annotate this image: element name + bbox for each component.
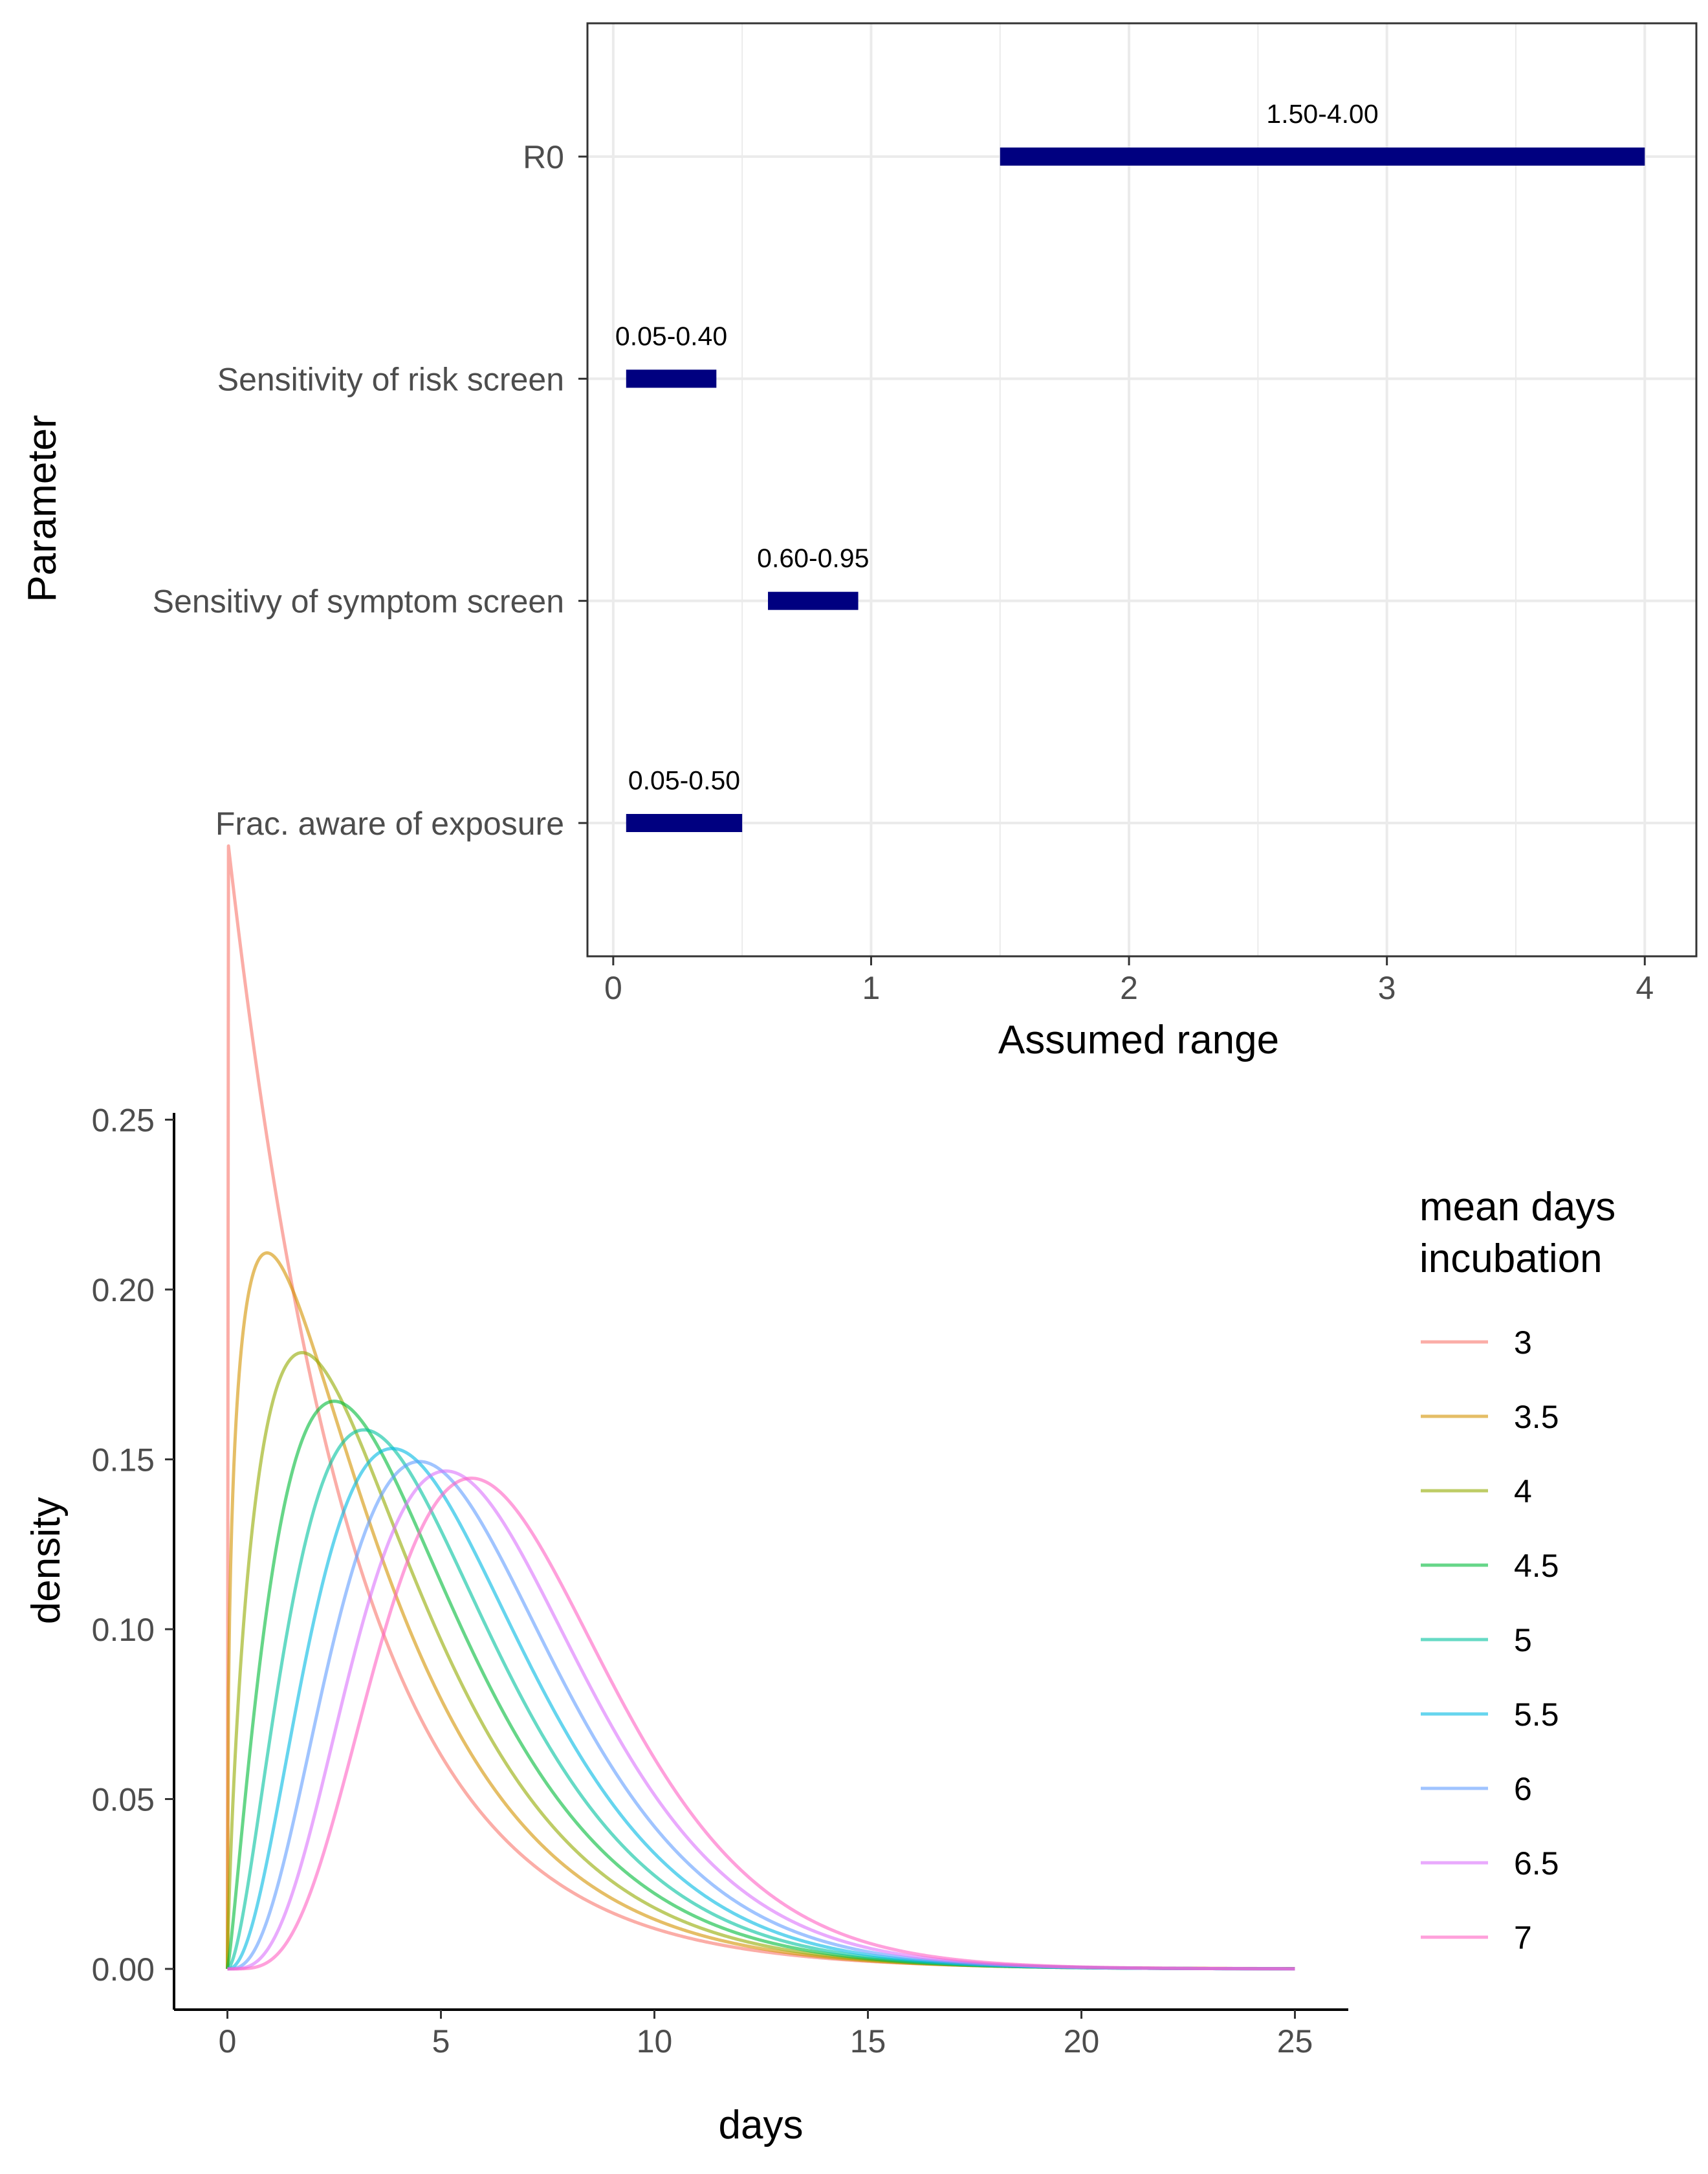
legend-label: 7 xyxy=(1514,1920,1532,1956)
bottom-x-tick-label: 10 xyxy=(637,2023,673,2059)
bottom-y-tick-label: 0.20 xyxy=(92,1272,155,1308)
top-y-tick-label: R0 xyxy=(523,139,564,175)
density-curve-6 xyxy=(226,1460,1296,1971)
bottom-x-tick-label: 5 xyxy=(432,2023,450,2059)
range-bar xyxy=(626,369,717,388)
density-curve-6-5 xyxy=(226,1469,1296,1971)
range-bar-label: 0.60-0.95 xyxy=(757,544,869,573)
top-x-tick-label: 0 xyxy=(604,970,622,1006)
top-panel-border xyxy=(586,22,1698,958)
bottom-y-tick-label: 0.05 xyxy=(92,1782,155,1818)
bottom-x-axis: 0 5 10 15 20 25 xyxy=(219,2010,1313,2059)
density-curve-3-5 xyxy=(226,1251,1296,1971)
incubation-density-chart: 0.000.050.100.150.200.25 0 5 10 15 20 25 days… xyxy=(24,844,1615,2147)
parameter-range-chart: 1.50-4.00 0.05-0.40 0.60-0.95 0.05-0.50 R0 S… xyxy=(20,22,1698,1062)
bottom-y-tick-label: 0.15 xyxy=(92,1442,155,1478)
bottom-x-tick-label: 25 xyxy=(1277,2023,1313,2059)
top-x-axis: 0 1 2 3 4 xyxy=(604,956,1654,1006)
range-bar-label: 0.05-0.50 xyxy=(628,765,740,795)
bottom-x-tick-label: 0 xyxy=(219,2023,237,2059)
density-curve-3 xyxy=(226,844,1296,1971)
legend-items: 3 3.5 4 4.5 5 5.5 6 6.5 7 xyxy=(1421,1324,1559,1956)
bottom-x-tick-label: 20 xyxy=(1064,2023,1100,2059)
range-bar xyxy=(1000,148,1645,166)
legend-label: 6.5 xyxy=(1514,1845,1559,1882)
range-bar-label: 1.50-4.00 xyxy=(1266,99,1378,129)
top-y-tick-label: Frac. aware of exposure xyxy=(215,806,564,842)
legend-label: 3.5 xyxy=(1514,1399,1559,1435)
bottom-x-tick-label: 15 xyxy=(850,2023,886,2059)
legend-title-line-2: incubation xyxy=(1419,1236,1603,1281)
range-bar-label: 0.05-0.40 xyxy=(615,321,727,351)
legend-title-line-1: mean days xyxy=(1419,1185,1615,1229)
legend-label: 4.5 xyxy=(1514,1548,1559,1584)
density-curve-5-5 xyxy=(226,1447,1296,1971)
top-x-tick-label: 1 xyxy=(862,970,881,1006)
range-bar xyxy=(626,814,743,832)
range-bar xyxy=(768,591,859,610)
legend-label: 4 xyxy=(1514,1473,1532,1510)
density-curve-7 xyxy=(226,1477,1296,1971)
top-x-tick-label: 3 xyxy=(1378,970,1396,1006)
bottom-y-axis-title: density xyxy=(24,1497,69,1624)
bottom-y-tick-label: 0.00 xyxy=(92,1951,155,1988)
top-x-axis-title: Assumed range xyxy=(998,1018,1279,1062)
top-y-tick-label: Sensitivity of risk screen xyxy=(217,361,564,397)
bottom-y-tick-label: 0.25 xyxy=(92,1103,155,1139)
legend: mean days incubation 3 3.5 4 4.5 5 5.5 6 6.5 7 xyxy=(1419,1185,1615,1956)
top-y-axis: R0 Sensitivity of risk screen Sensitivy of… xyxy=(153,139,587,842)
legend-label: 6 xyxy=(1514,1771,1532,1807)
top-bars: 1.50-4.00 0.05-0.40 0.60-0.95 0.05-0.50 xyxy=(615,99,1645,832)
bottom-y-tick-label: 0.10 xyxy=(92,1612,155,1648)
top-x-tick-label: 4 xyxy=(1636,970,1654,1006)
bottom-x-axis-title: days xyxy=(719,2103,804,2147)
top-x-tick-label: 2 xyxy=(1120,970,1138,1006)
density-curve-4 xyxy=(226,1351,1296,1971)
top-y-axis-title: Parameter xyxy=(20,415,65,602)
top-y-tick-label: Sensitivy of symptom screen xyxy=(153,584,564,620)
density-curves xyxy=(226,844,1296,1971)
legend-label: 3 xyxy=(1514,1324,1532,1361)
bottom-y-axis: 0.00 0.05 0.10 0.15 0.20 0.25 xyxy=(92,1103,174,1988)
legend-label: 5.5 xyxy=(1514,1696,1559,1733)
legend-label: 5 xyxy=(1514,1622,1532,1658)
